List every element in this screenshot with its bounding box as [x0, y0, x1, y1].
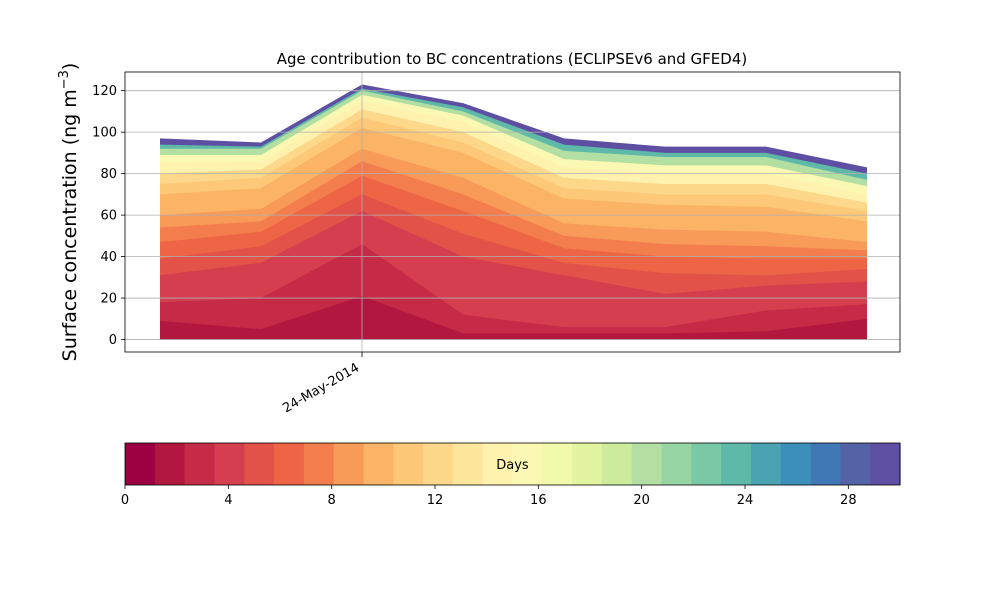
colorbar-segment — [393, 443, 424, 485]
colorbar-tick-label: 12 — [427, 493, 444, 508]
y-tick-label: 80 — [100, 167, 117, 182]
grid — [125, 72, 900, 352]
colorbar-segment — [423, 443, 454, 485]
colorbar-segment — [244, 443, 275, 485]
colorbar-segment — [542, 443, 573, 485]
colorbar-segment — [870, 443, 901, 485]
colorbar-segment — [572, 443, 603, 485]
colorbar-segment — [750, 443, 782, 485]
colorbar-segment — [303, 443, 335, 485]
colorbar-segment — [691, 443, 722, 485]
x-tick-label: 24-May-2014 — [280, 360, 362, 416]
y-axis-label-main: Surface concentration (ng m — [59, 89, 81, 361]
colorbar-segment — [482, 443, 514, 485]
axes-frame — [124, 71, 901, 353]
colorbar-segment — [780, 443, 812, 485]
colorbar-tick-label: 4 — [224, 493, 232, 508]
colorbar: Days 0 4 8 12 16 20 24 28 — [121, 442, 901, 508]
colorbar-segment — [452, 443, 484, 485]
y-tick-label: 60 — [100, 209, 117, 224]
colorbar-segment — [601, 443, 633, 485]
colorbar-segment — [363, 443, 394, 485]
y-axis-label-superscript: −3 — [57, 70, 72, 89]
colorbar-segment — [274, 443, 305, 485]
y-tick-label: 0 — [109, 333, 117, 348]
y-axis-label: Surface concentration (ng m−3) — [57, 63, 81, 362]
colorbar-segment — [333, 443, 365, 485]
colorbar-frame — [124, 442, 901, 486]
area-bands — [160, 84, 867, 340]
y-tick-label: 100 — [92, 126, 117, 141]
colorbar-segment — [661, 443, 692, 485]
colorbar-tick-label: 24 — [737, 493, 754, 508]
plot-area: 0 20 40 60 80 100 120 24-May-2014 — [92, 71, 901, 416]
chart-title: Age contribution to BC concentrations (E… — [277, 50, 748, 68]
colorbar-tick-label: 28 — [840, 493, 857, 508]
colorbar-tick-label: 0 — [121, 493, 129, 508]
colorbar-label: Days — [496, 458, 529, 473]
colorbar-segment — [840, 443, 871, 485]
y-tick-label: 40 — [100, 250, 117, 265]
area-band-day-1 — [160, 296, 867, 340]
colorbar-segment — [810, 443, 841, 485]
colorbar-segment — [214, 443, 245, 485]
colorbar-segment — [512, 443, 543, 485]
colorbar-tick-label: 8 — [328, 493, 336, 508]
colorbar-tick-label: 20 — [633, 493, 650, 508]
colorbar-segment — [154, 443, 186, 485]
y-axis-label-close: ) — [59, 63, 81, 70]
colorbar-tick-label: 16 — [530, 493, 547, 508]
colorbar-segment — [631, 443, 663, 485]
colorbar-segment — [721, 443, 752, 485]
y-tick-label: 120 — [92, 84, 117, 99]
colorbar-segment — [125, 443, 156, 485]
y-tick-label: 20 — [100, 292, 117, 307]
colorbar-segment — [184, 443, 216, 485]
